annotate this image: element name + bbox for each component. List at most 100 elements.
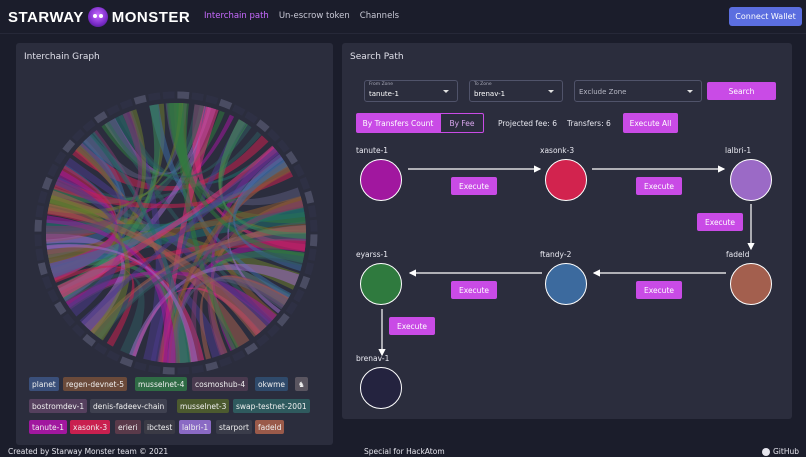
nav-unescrow-token[interactable]: Un-escrow token <box>278 11 350 21</box>
zone-arc[interactable] <box>37 262 48 276</box>
chord-diagram[interactable] <box>26 83 326 383</box>
zone-arc[interactable] <box>231 104 246 116</box>
zone-arc[interactable] <box>307 248 317 262</box>
zone-arc[interactable] <box>285 301 298 316</box>
zone-tag-starport[interactable]: starport <box>216 420 252 434</box>
zone-arc[interactable] <box>93 111 108 124</box>
zone-arc[interactable] <box>276 313 290 327</box>
zone-arc[interactable] <box>106 104 121 116</box>
zone-arc[interactable] <box>256 119 270 133</box>
zone-tag-denis-fadeev-chain[interactable]: denis-fadeev-chain <box>90 399 168 413</box>
zone-arc[interactable] <box>218 98 233 110</box>
zone-node-tanute-1[interactable] <box>360 159 402 201</box>
zone-arc[interactable] <box>191 92 205 102</box>
zone-node-ftandy-2[interactable] <box>545 263 587 305</box>
zone-tag-planet[interactable]: planet <box>29 377 59 391</box>
zone-arc[interactable] <box>276 139 290 153</box>
execute-button-1[interactable]: Execute <box>451 177 497 195</box>
zone-arc[interactable] <box>304 190 315 204</box>
zone-arc[interactable] <box>191 364 205 374</box>
zone-arc[interactable] <box>106 350 121 362</box>
zone-arc[interactable] <box>244 111 259 124</box>
zone-arc[interactable] <box>41 275 53 290</box>
zone-tag-erieri[interactable]: erieri <box>115 420 141 434</box>
zone-arc[interactable] <box>309 219 318 232</box>
search-button[interactable]: Search <box>707 82 776 100</box>
zone-arc[interactable] <box>54 150 67 165</box>
zone-tag-regen-devnet-5[interactable]: regen-devnet-5 <box>63 377 127 391</box>
zone-arc[interactable] <box>37 190 48 204</box>
zone-arc[interactable] <box>54 301 67 316</box>
from-zone-select[interactable]: From Zone tanute-1 <box>364 80 458 102</box>
zone-arc[interactable] <box>119 356 134 368</box>
zone-arc[interactable] <box>162 366 175 375</box>
zone-arc[interactable] <box>147 92 161 102</box>
connect-wallet-button[interactable]: Connect Wallet <box>729 7 802 26</box>
zone-tag-ibctest[interactable]: ibctest <box>144 420 176 434</box>
zone-arc[interactable] <box>62 139 76 153</box>
execute-button-4[interactable]: Execute <box>636 281 682 299</box>
zone-arc[interactable] <box>299 176 311 191</box>
zone-arc[interactable] <box>162 91 175 100</box>
to-zone-select[interactable]: To Zone brenav-1 <box>469 80 563 102</box>
zone-tag-fadeld[interactable]: fadeld <box>255 420 285 434</box>
zone-arc[interactable] <box>133 94 147 105</box>
execute-button-6[interactable]: Execute <box>389 317 435 335</box>
zone-arc[interactable] <box>307 204 317 218</box>
zone-arc[interactable] <box>41 176 53 191</box>
zone-arc[interactable] <box>47 163 59 178</box>
zone-arc[interactable] <box>177 366 190 375</box>
execute-button-5[interactable]: Execute <box>451 281 497 299</box>
zone-tag-bostromdev-1[interactable]: bostromdev-1 <box>29 399 88 413</box>
zone-arc[interactable] <box>293 288 305 303</box>
nav-channels[interactable]: Channels <box>359 11 400 21</box>
zone-arc[interactable] <box>266 128 281 143</box>
zone-node-brenav-1[interactable] <box>360 367 402 409</box>
zone-arc[interactable] <box>218 356 233 368</box>
zone-arc[interactable] <box>244 342 259 355</box>
zone-arc[interactable] <box>256 333 270 347</box>
zone-arc[interactable] <box>82 333 96 347</box>
zone-tag-cosmoshub-4[interactable]: cosmoshub-4 <box>192 377 249 391</box>
zone-arc[interactable] <box>147 364 161 374</box>
zone-tag-lalbri-1[interactable]: lalbri-1 <box>179 420 212 434</box>
zone-arc[interactable] <box>82 119 96 133</box>
zone-arc[interactable] <box>293 163 305 178</box>
zone-tag-swap-testnet-2001[interactable]: swap-testnet-2001 <box>233 399 310 413</box>
zone-arc[interactable] <box>119 98 134 110</box>
zone-arc[interactable] <box>266 323 281 338</box>
zone-arc[interactable] <box>205 361 219 372</box>
zone-arc[interactable] <box>309 234 318 247</box>
zone-tag-knight[interactable]: ♞ <box>295 377 308 391</box>
toggle-by-fee[interactable]: By Fee <box>440 113 484 133</box>
github-link[interactable]: GitHub <box>762 447 799 456</box>
zone-arc[interactable] <box>177 91 190 100</box>
zone-tag-xasonk-3[interactable]: xasonk-3 <box>70 420 111 434</box>
zone-arc[interactable] <box>93 342 108 355</box>
zone-tag-musselnet-3[interactable]: musselnet-3 <box>177 399 230 413</box>
zone-arc[interactable] <box>47 288 59 303</box>
zone-node-xasonk-3[interactable] <box>545 159 587 201</box>
zone-arc[interactable] <box>285 150 298 165</box>
zone-arc[interactable] <box>231 350 246 362</box>
zone-arc[interactable] <box>34 219 43 232</box>
zone-arc[interactable] <box>34 234 43 247</box>
zone-node-fadeld[interactable] <box>730 263 772 305</box>
nav-interchain-path[interactable]: Interchain path <box>204 11 269 21</box>
zone-arc[interactable] <box>304 262 315 276</box>
execute-button-2[interactable]: Execute <box>636 177 682 195</box>
toggle-by-transfers-count[interactable]: By Transfers Count <box>356 113 440 133</box>
zone-tag-tanute-1[interactable]: tanute-1 <box>29 420 68 434</box>
zone-node-lalbri-1[interactable] <box>730 159 772 201</box>
zone-arc[interactable] <box>62 313 76 327</box>
zone-arc[interactable] <box>299 275 311 290</box>
zone-node-eyarss-1[interactable] <box>360 263 402 305</box>
zone-arc[interactable] <box>133 361 147 372</box>
zone-tag-musselnet-4[interactable]: musselnet-4 <box>135 377 188 391</box>
execute-all-button[interactable]: Execute All <box>623 113 678 133</box>
zone-arc[interactable] <box>35 248 45 262</box>
zone-arc[interactable] <box>205 94 219 105</box>
zone-arc[interactable] <box>71 128 86 143</box>
exclude-zone-select[interactable]: Exclude Zone <box>574 80 702 102</box>
zone-tag-okwme[interactable]: okwme <box>255 377 288 391</box>
